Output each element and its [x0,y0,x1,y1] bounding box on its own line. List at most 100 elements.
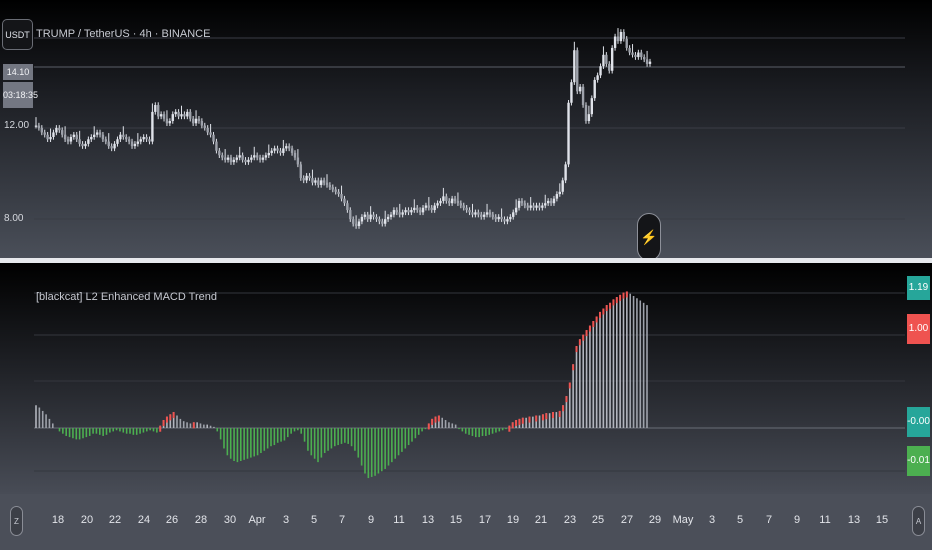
price-candle [410,210,413,213]
macd-histogram[interactable] [0,263,932,494]
date-label: 15 [449,514,463,526]
price-candle [177,111,180,117]
price-candle [116,139,119,144]
current-price-label: 14.10 [3,64,33,80]
indicator-title[interactable]: [blackcat] L2 Enhanced MACD Trend [36,291,217,303]
date-label: 11 [393,514,405,526]
price-candle [133,143,137,147]
price-candle [372,214,375,217]
price-candle [101,134,105,140]
price-candle [605,54,608,64]
price-candle [319,180,323,185]
price-candle [317,180,320,185]
date-label: May [672,514,694,526]
price-candle [145,136,148,140]
price-candle [593,79,596,99]
badge-value-2: 1.00 [907,314,930,344]
price-candle [168,121,172,124]
price-candle [602,54,605,67]
price-candle [584,105,588,122]
price-candle [628,47,631,53]
price-candle [523,203,527,206]
price-pane[interactable]: USDT TRUMP / TetherUS · 4h · BINANCE 14.… [0,0,932,258]
price-candle [549,200,553,204]
price-candle [159,114,163,117]
price-candle [107,141,110,147]
price-candle [453,198,457,201]
price-candle [174,111,177,115]
price-candle [436,203,439,206]
price-candle [191,118,195,124]
price-candle [40,127,44,133]
price-candle [459,203,463,206]
price-candle [634,54,637,58]
price-candle [125,136,128,140]
price-candle [517,200,521,208]
price-candle [273,148,276,151]
price-candle [433,205,436,211]
price-candle [81,143,84,147]
price-candle [363,214,367,217]
price-candle [538,205,541,208]
price-candle [555,194,559,199]
price-candle [398,212,401,215]
price-candle [287,146,291,149]
date-label: 21 [534,514,548,526]
lightning-icon[interactable]: ⚡ [637,213,661,258]
date-label: 22 [108,514,122,526]
price-candle [392,210,396,215]
time-axis[interactable]: Z 18 20 22 24 26 28 30 Apr 3 5 7 9 11 13 15 17 19 21 23 25 2… [0,494,932,550]
date-label: 28 [194,514,208,526]
price-candle [462,205,465,208]
price-candle [465,207,468,211]
price-candle [520,200,524,204]
price-candle [541,205,544,208]
date-label: 13 [421,514,435,526]
price-candle [576,50,579,92]
price-candle [119,134,122,140]
price-candle [127,139,131,142]
price-candle [395,210,399,213]
price-candle [567,102,570,165]
price-candle [331,187,335,190]
price-chart[interactable] [0,0,932,258]
price-candle [450,198,454,204]
price-candle [349,210,352,220]
date-label: 17 [478,514,492,526]
symbol-title[interactable]: TRUMP / TetherUS · 4h · BINANCE [36,28,211,40]
price-candle [561,180,564,192]
price-candle [90,136,93,140]
price-candle [244,159,247,163]
price-candle [142,136,145,140]
price-candle [389,214,393,217]
price-candle [346,203,349,211]
zoom-reset-button[interactable]: Z [10,506,23,536]
price-candle [334,189,337,192]
price-candle [69,136,73,142]
price-candle [535,205,538,208]
price-candle [226,157,230,160]
price-candle [165,118,169,124]
price-candle [139,139,142,142]
price-candle [212,134,215,142]
date-label: 18 [51,514,65,526]
price-candle [608,63,611,71]
price-candle [75,134,78,140]
price-candle [279,150,282,153]
symbol-button[interactable]: USDT [2,19,33,50]
price-candle [151,111,154,142]
price-candle [84,143,87,147]
price-candle [55,127,58,133]
price-candle [587,114,591,122]
auto-scale-button[interactable]: A [912,506,925,536]
price-candle [110,146,113,149]
price-candle [357,221,361,227]
date-label: 3 [282,514,290,526]
date-label: 13 [847,514,861,526]
indicator-pane[interactable]: [blackcat] L2 Enhanced MACD Trend 1.19 1… [0,263,932,494]
price-candle [154,105,157,112]
price-candle [267,152,270,156]
price-candle [590,98,594,115]
badge-value-1: 1.19 [907,276,930,300]
pane-divider[interactable] [0,258,932,263]
